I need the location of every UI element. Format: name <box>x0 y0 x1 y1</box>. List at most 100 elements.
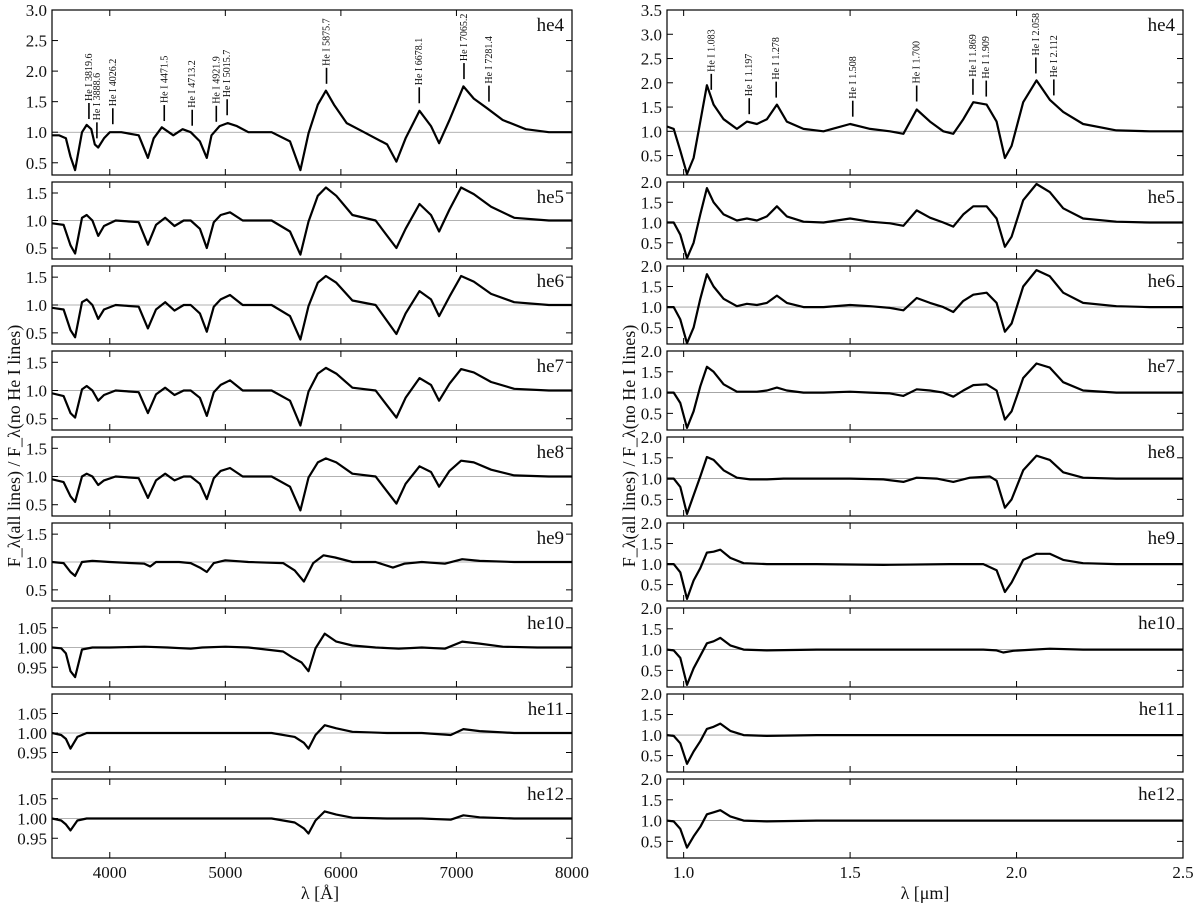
y-tick-label: 3.0 <box>26 1 47 20</box>
y-tick-label: 3.0 <box>641 25 662 44</box>
panel-frame <box>666 778 1184 859</box>
line-id-label: He I 7281.4 <box>484 36 495 84</box>
y-tick-label: 0.5 <box>641 832 662 851</box>
y-tick-label: 1.5 <box>26 93 47 112</box>
spectrum-line-he6 <box>52 274 572 341</box>
x-tick-label: 8000 <box>555 863 589 882</box>
y-tick-label: 2.0 <box>641 770 662 789</box>
line-id-label: He I 6678.1 <box>414 38 425 86</box>
y-tick-label: 2.0 <box>641 428 662 447</box>
line-id-label: He I 4471.5 <box>159 56 170 104</box>
y-tick-label: 1.5 <box>641 278 662 297</box>
spectrum-line-he11 <box>667 722 1183 765</box>
y-tick-label: 1.5 <box>26 525 47 544</box>
spectrum-line-he10 <box>52 632 572 679</box>
y-tick-label: 2.0 <box>641 685 662 704</box>
panel-label: he7 <box>537 356 564 377</box>
line-id-label: He I 1.508 <box>848 56 859 99</box>
y-tick-label: 1.5 <box>641 363 662 382</box>
spectrum-line-he8 <box>667 454 1183 515</box>
y-tick-label: 0.5 <box>641 747 662 766</box>
panel-frame <box>51 181 573 260</box>
panel-label: he7 <box>1148 356 1175 377</box>
line-id-label: He I 2.112 <box>1049 35 1060 77</box>
y-tick-label: 1.0 <box>641 555 662 574</box>
panel-label: he10 <box>1138 613 1175 634</box>
y-tick-label: 1.00 <box>17 639 47 658</box>
panel-label: he9 <box>537 528 564 549</box>
spectrum-line-he5 <box>667 182 1183 259</box>
line-id-label: He I 5875.7 <box>322 18 333 66</box>
spectrum-line-he11 <box>52 724 572 750</box>
panel-frame <box>51 607 573 688</box>
panel-right-he10: 0.51.0 1.5 2.0 he10 <box>641 599 1184 688</box>
spectrum-line-he4 <box>52 85 572 172</box>
panel-left-he9: 0.5 1.0 1.5 he9 <box>26 522 573 602</box>
y-tick-label: 0.5 <box>641 661 662 680</box>
line-id-label: He I 1.083 <box>706 29 717 72</box>
y-tick-label: 1.00 <box>17 724 47 743</box>
left-y-axis-label: F_λ(all lines) / F_λ(no He I lines) <box>4 325 25 567</box>
left-chart-group: 0.5 1.0 1.5 2.0 2.5 3.0 he4 He I 3819.6He I 388… <box>17 1 589 882</box>
y-tick-label: 1.0 <box>26 123 47 142</box>
y-tick-label: 0.5 <box>26 410 47 429</box>
line-id-label: He I 1.869 <box>968 34 979 77</box>
panel-right-he5: 0.51.0 1.52.0 he5 <box>641 173 1184 260</box>
panel-right-he9: 0.5 1.01.5 2.0 he9 <box>641 514 1184 602</box>
spectrum-line-he10 <box>667 636 1183 686</box>
y-tick-label: 1.0 <box>641 298 662 317</box>
y-tick-label: 2.0 <box>641 342 662 361</box>
x-tick-label: 7000 <box>439 863 473 882</box>
y-tick-label: 1.0 <box>641 641 662 660</box>
y-tick-label: 1.0 <box>26 553 47 572</box>
y-tick-label: 1.5 <box>641 535 662 554</box>
panel-label: he9 <box>1148 528 1175 549</box>
spectrum-line-he9 <box>667 548 1183 600</box>
x-tick-label: 2.5 <box>1172 863 1193 882</box>
panel-frame <box>666 436 1184 517</box>
panel-frame <box>666 181 1184 260</box>
y-tick-label: 0.5 <box>26 239 47 258</box>
panel-frame <box>51 778 573 859</box>
spectrum-line-he5 <box>52 186 572 256</box>
y-tick-label: 1.5 <box>641 706 662 725</box>
y-tick-label: 1.05 <box>17 790 47 809</box>
y-tick-label: 1.5 <box>26 268 47 287</box>
line-id-label: He I 4713.2 <box>187 60 198 108</box>
panel-label: he6 <box>537 271 564 292</box>
panel-right-he8: 0.51.0 1.5 2.0 he8 <box>641 428 1184 517</box>
y-tick-label: 0.5 <box>26 154 47 173</box>
y-tick-label: 1.0 <box>26 212 47 231</box>
panel-frame <box>51 522 573 602</box>
x-tick-label: 4000 <box>93 863 127 882</box>
panel-left-he5: 0.5 1.0 1.5 he5 <box>26 181 573 260</box>
y-tick-label: 0.5 <box>26 324 47 343</box>
right-y-axis-label: F_λ(all lines) / F_λ(no He I lines) <box>619 325 640 567</box>
spectrum-line-he12 <box>52 810 572 835</box>
panel-frame <box>51 693 573 773</box>
y-tick-label: 1.0 <box>641 384 662 403</box>
spectrum-line-he7 <box>52 366 572 427</box>
panel-right-he7: 0.51.0 1.5 2.0 he7 <box>641 342 1184 431</box>
y-tick-label: 1.0 <box>641 470 662 489</box>
y-tick-label: 0.95 <box>17 829 47 848</box>
panel-left-he6: 0.5 1.0 1.5 he6 <box>26 265 573 345</box>
y-tick-label: 0.5 <box>641 576 662 595</box>
panel-label: he10 <box>527 613 564 634</box>
panel-right-he4: 0.5 1.0 1.5 2.0 2.5 3.0 3.5 he4 He I 1.083 He I 1… <box>641 1 1184 176</box>
y-tick-label: 2.5 <box>26 32 47 51</box>
y-tick-label: 1.5 <box>641 791 662 810</box>
y-tick-label: 1.05 <box>17 705 47 724</box>
x-tick-label: 2.0 <box>1006 863 1027 882</box>
y-tick-label: 1.0 <box>26 468 47 487</box>
panel-label: he4 <box>537 15 565 36</box>
panel-frame <box>666 350 1184 431</box>
left-x-axis-label: λ [Å] <box>301 883 339 903</box>
line-id-label: He I 2.058 <box>1031 13 1042 56</box>
panel-frame <box>666 693 1184 773</box>
panel-left-he7: 0.5 1.0 1.5 he7 <box>26 350 573 431</box>
spectrum-line-he8 <box>52 457 572 512</box>
y-tick-label: 2.0 <box>641 514 662 533</box>
